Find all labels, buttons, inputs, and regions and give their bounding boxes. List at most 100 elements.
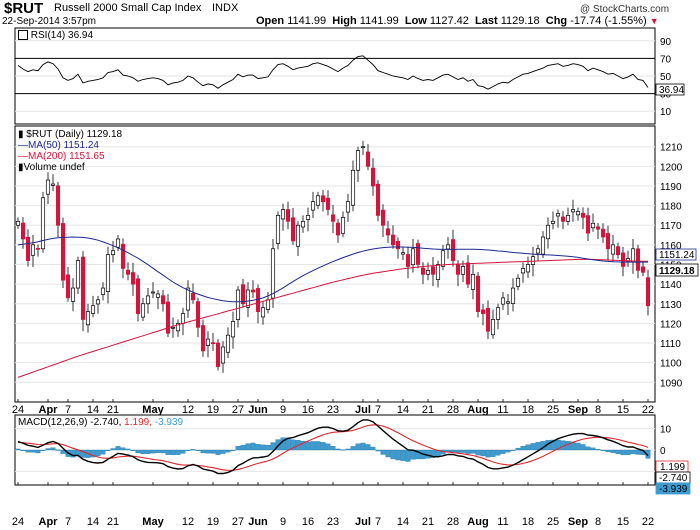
candle-up xyxy=(100,287,106,295)
x-axis-label-top: 11 xyxy=(497,404,508,416)
macd-histogram-bar xyxy=(485,449,491,458)
macd-label-prefix: MACD(12,26,9) xyxy=(18,417,88,428)
macd-histogram-bar xyxy=(400,449,406,461)
high-value: 1141.99 xyxy=(359,15,399,27)
macd-histogram-bar xyxy=(490,449,496,457)
x-axis-label-top: 16 xyxy=(302,404,314,416)
price-y-tick: 1100 xyxy=(660,359,682,370)
candle-down xyxy=(595,226,601,230)
candle-down xyxy=(290,217,296,242)
x-axis-label-bottom: 23 xyxy=(327,516,339,528)
macd-histogram-bar xyxy=(345,448,351,451)
x-axis-label-top: 15 xyxy=(617,404,629,416)
macd-histogram-bar xyxy=(155,449,161,453)
candle-down xyxy=(135,278,141,314)
macd-histogram-bar xyxy=(385,449,391,458)
price-y-tick: 1210 xyxy=(660,143,683,154)
macd-histogram-bar xyxy=(95,449,101,457)
candle-down xyxy=(25,236,31,261)
x-axis-label-top: Aug xyxy=(467,404,488,416)
symbol: $RUT xyxy=(4,0,44,17)
x-axis-label-bottom: 7 xyxy=(65,516,71,528)
candle-up xyxy=(355,150,361,171)
macd-histogram-bar xyxy=(185,449,191,451)
rsi-label-text: RSI(14) 36.94 xyxy=(30,30,94,41)
macd-histogram-bar xyxy=(615,449,621,454)
macd-histogram-bar xyxy=(120,447,126,451)
x-axis-label-top: 28 xyxy=(447,404,459,416)
x-axis-label-bottom: 15 xyxy=(617,516,629,528)
date-time: 22-Sep-2014 3:57pm xyxy=(2,16,96,27)
price-value-tag-text: 1129.18 xyxy=(659,266,695,277)
candle-down xyxy=(560,216,566,222)
candle-down xyxy=(250,289,256,293)
macd-histogram-bar xyxy=(580,444,586,451)
macd-histogram-bar xyxy=(575,442,581,451)
macd-tags: 1.199 -2.740 -3.939 xyxy=(655,460,691,495)
candle-down xyxy=(55,185,61,226)
macd-histogram-bar xyxy=(145,449,151,454)
candle-up xyxy=(220,346,226,364)
candle-up xyxy=(505,301,511,304)
low-label: Low xyxy=(404,15,427,27)
macd-histogram-bar xyxy=(140,449,146,454)
candle-up xyxy=(520,268,526,274)
candle-down xyxy=(200,325,206,352)
candle-legend-icon: ▮ xyxy=(18,129,24,140)
legend-volume: ▮Volume undef xyxy=(18,162,122,173)
candle-up xyxy=(470,273,476,290)
macd-histogram-bar xyxy=(425,449,431,459)
x-axis-label-bottom: 14 xyxy=(87,516,99,528)
x-axis-label-top: 27 xyxy=(232,404,244,416)
candle-down xyxy=(35,248,41,250)
candle-up xyxy=(70,287,76,302)
rsi-y-tick: 70 xyxy=(660,54,672,65)
candle-down xyxy=(485,307,491,332)
candle-down xyxy=(80,256,86,320)
x-axis-label-bottom: 22 xyxy=(642,516,654,528)
rsi-y-tick: 90 xyxy=(660,37,672,48)
macd-histogram-bar xyxy=(40,449,46,451)
macd-histogram-bar xyxy=(455,449,461,453)
macd-histogram-bar xyxy=(300,440,306,451)
x-axis-label-top: 12 xyxy=(182,404,194,416)
macd-histogram-bar xyxy=(505,449,511,453)
x-axis-label-bottom: 21 xyxy=(107,516,119,528)
candle-up xyxy=(490,319,496,336)
macd-histogram-bar xyxy=(340,449,346,451)
candle-up xyxy=(495,307,501,320)
chg-value: -17.74 (-1.55%) xyxy=(570,15,647,27)
macd-histogram-bar xyxy=(215,449,221,455)
candle-down xyxy=(325,197,331,210)
x-axis-label-bottom: 16 xyxy=(302,516,314,528)
x-axis-label-top: 19 xyxy=(207,404,219,416)
macd-histogram-bar xyxy=(135,449,141,454)
candle-up xyxy=(275,215,281,244)
open-label: Open xyxy=(256,15,285,27)
candle-down xyxy=(430,266,436,275)
candle-down xyxy=(420,267,426,275)
candle-down xyxy=(615,246,621,256)
candle-up xyxy=(305,215,311,220)
macd-histogram-bar xyxy=(465,449,471,454)
macd-histogram-bar xyxy=(305,441,311,451)
candle-down xyxy=(330,214,336,222)
macd-histogram-bar xyxy=(620,449,626,456)
candle-down xyxy=(415,243,421,265)
candle-up xyxy=(425,270,431,275)
macd-value3: -3.939 xyxy=(154,417,184,428)
x-axis-label-top: Jul xyxy=(355,404,371,416)
macd-histogram-bar xyxy=(250,442,256,451)
chg-label: Chg xyxy=(545,15,568,27)
candle-down xyxy=(370,167,376,187)
macd-histogram-bar xyxy=(510,449,516,451)
candle-down xyxy=(160,295,166,305)
candle-up xyxy=(525,264,531,273)
candle-down xyxy=(375,183,381,216)
macd-histogram-bar xyxy=(15,448,21,451)
candle-up xyxy=(610,244,616,255)
candle-up xyxy=(360,146,366,149)
price-y-tick: 1170 xyxy=(660,221,682,232)
macd-histogram-bar xyxy=(500,449,506,454)
